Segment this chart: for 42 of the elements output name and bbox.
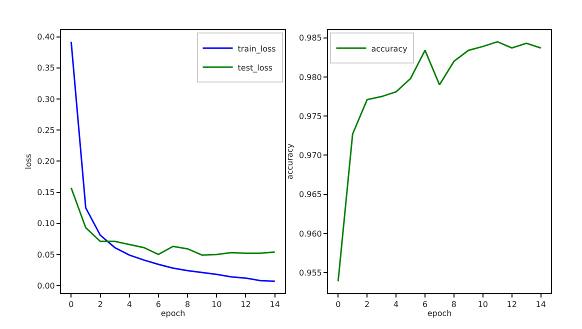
line-series <box>70 41 276 282</box>
legend-label: test_loss <box>238 63 273 72</box>
x-tick-label: 12 <box>240 300 251 310</box>
x-axis-title: epoch <box>160 309 186 318</box>
x-tick-label: 2 <box>98 300 103 310</box>
x-tick-label: 10 <box>212 300 222 310</box>
x-axis-title: epoch <box>427 309 452 318</box>
x-tick-label: 6 <box>156 300 161 310</box>
y-tick-label: 0.965 <box>298 190 322 200</box>
y-tick-label: 0.975 <box>298 112 322 121</box>
y-tick-label: 0.30 <box>37 94 55 104</box>
y-axis-title: loss <box>24 154 33 170</box>
y-tick-label: 0.955 <box>298 268 322 278</box>
y-tick-label: 0.20 <box>37 156 55 166</box>
y-tick-label: 0.960 <box>298 229 322 238</box>
legend-label: accuracy <box>371 44 408 54</box>
x-tick-label: 2 <box>364 300 370 310</box>
y-tick-label: 0.980 <box>298 72 322 82</box>
y-tick-label: 0.970 <box>298 151 322 160</box>
x-tick-label: 6 <box>422 300 428 310</box>
y-tick-label: 0.40 <box>37 32 55 42</box>
legend-label: train_loss <box>238 44 276 54</box>
y-tick-label: 0.35 <box>37 64 55 73</box>
x-tick-label: 10 <box>478 300 488 310</box>
x-tick-label: 12 <box>506 300 517 310</box>
x-tick-label: 0 <box>336 300 341 310</box>
y-axis-title: accuracy <box>286 143 295 180</box>
x-tick-label: 14 <box>536 300 546 310</box>
y-tick-label: 0.10 <box>37 219 55 228</box>
y-tick-label: 0.00 <box>37 281 55 290</box>
y-tick-label: 0.05 <box>37 250 55 260</box>
line-series <box>70 187 276 256</box>
line-series <box>337 40 542 282</box>
y-tick-label: 0.25 <box>37 126 55 135</box>
x-tick-label: 8 <box>185 300 190 310</box>
x-tick-label: 4 <box>126 300 132 310</box>
x-tick-label: 0 <box>68 300 74 310</box>
y-tick-label: 0.985 <box>298 34 322 43</box>
x-tick-label: 8 <box>451 300 457 310</box>
x-tick-label: 4 <box>394 300 399 310</box>
y-tick-label: 0.15 <box>37 188 55 198</box>
x-tick-label: 14 <box>270 300 280 310</box>
